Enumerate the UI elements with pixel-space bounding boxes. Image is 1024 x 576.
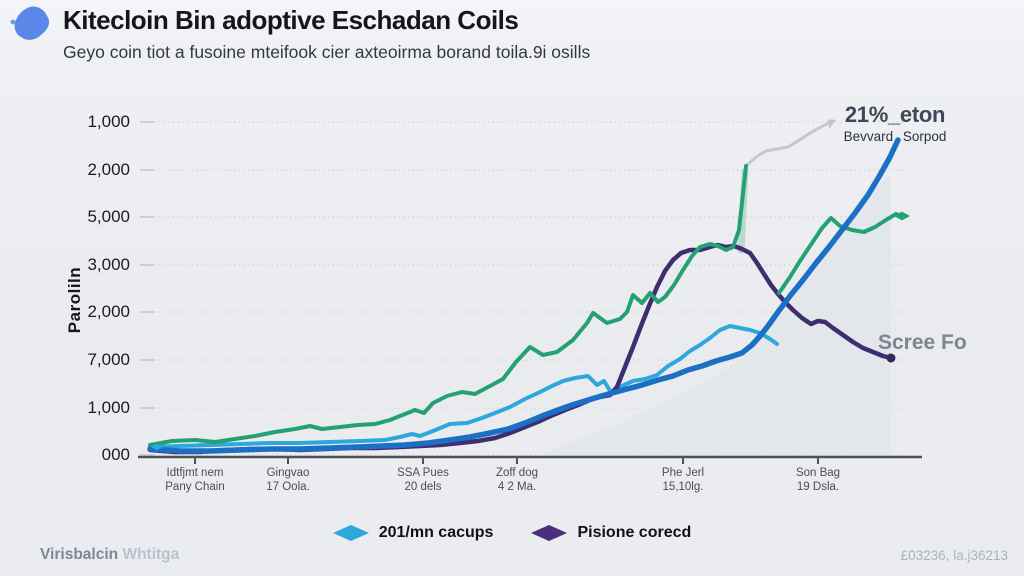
legend-label-1: Pisione corecd: [577, 524, 692, 541]
annotation-callout-caption: Bevvard Sorpod: [843, 129, 947, 144]
watermark-left-secondary: Whtitga: [122, 546, 180, 563]
x-tick-label-2: SSA Pues 20 dels: [397, 467, 449, 493]
y-tick-label-0: 1,000: [87, 112, 130, 131]
watermark-left-primary: Virisbalcin: [40, 546, 119, 563]
page-title: Kitecloin Bin adoptive Eschadan Coils: [63, 5, 519, 35]
y-tick-label-7: 000: [101, 445, 130, 464]
y-tick-label-2: 5,000: [87, 207, 130, 226]
x-tick-label-1: Gingvao 17 Oola.: [266, 467, 310, 493]
x-tick-label-4: Phe Jerl 15,10lg.: [661, 467, 705, 493]
legend-swatch-diamond-icon: [332, 525, 369, 541]
legend-label-0: 201/mn cacups: [378, 524, 494, 541]
green-line-right: [777, 212, 904, 295]
legend-item-0[interactable]: 201/mn cacups: [332, 524, 494, 542]
annotation-side-label: Scree Fo: [878, 331, 967, 354]
x-tick-label-5: Son Bag 19 Dsla.: [795, 467, 841, 493]
chart-legend: 201/mn cacups Pisione corecd: [0, 524, 1024, 542]
watermark-left: Virisbalcin Whtitga: [40, 546, 179, 564]
green-line-main: [148, 164, 748, 447]
legend-swatch-diamond-icon: [531, 525, 568, 541]
y-tick-label-6: 1,000: [87, 398, 130, 417]
gray-trend-line: [744, 119, 835, 168]
x-tick-label-0: Idtfjmt nem Pany Chain: [165, 467, 225, 493]
app-logo-icon: [10, 6, 50, 40]
y-tick-label-5: 7,000: [87, 350, 130, 369]
annotation-callout: 21%_eton Bevvard Sorpod: [825, 102, 965, 144]
y-tick-label-3: 3,000: [87, 255, 130, 274]
page-subtitle: Geyo coin tiot a fusoine mteifook cier a…: [63, 42, 591, 62]
x-tick-label-3: Zoff dog 4 2 Ma.: [496, 467, 538, 493]
darkblue-line-diagonal: [147, 137, 901, 454]
legend-item-1[interactable]: Pisione corecd: [531, 524, 691, 542]
annotation-callout-value: 21%_eton: [844, 102, 946, 127]
y-tick-label-1: 2,000: [87, 160, 130, 179]
y-tick-label-4: 2,000: [87, 302, 130, 321]
lightblue-line-201mn-cacups: [148, 324, 779, 449]
watermark-right: £03236, la.j36213: [900, 548, 1008, 563]
